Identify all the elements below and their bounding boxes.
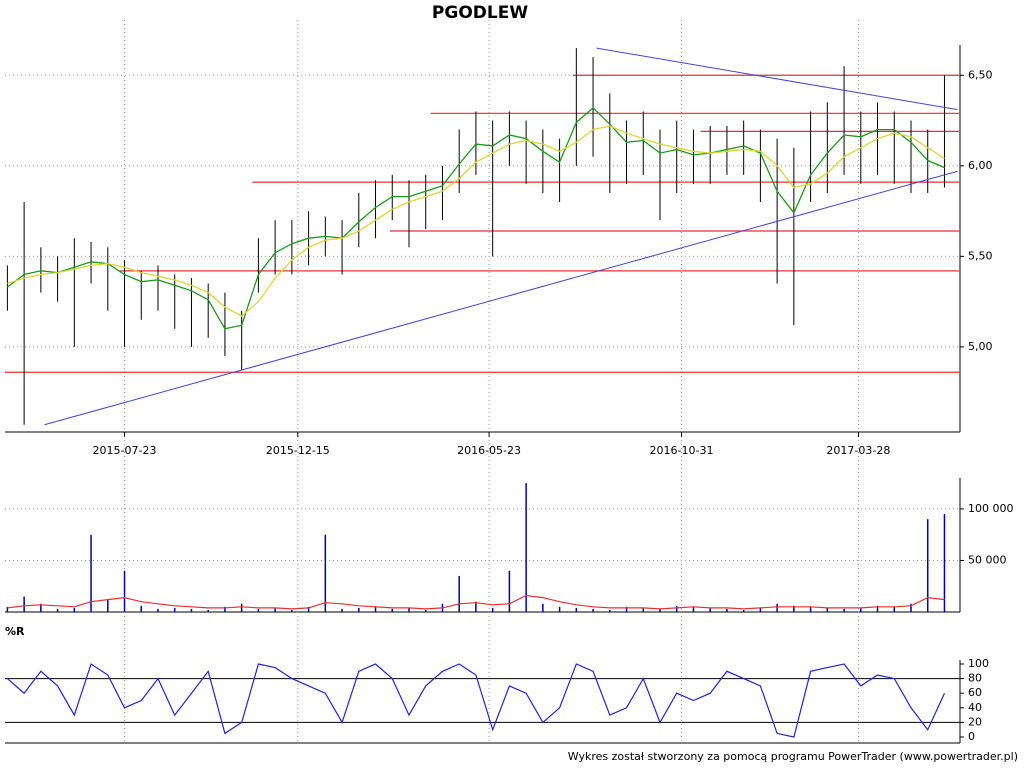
x-tick-label: 2015-12-15 [266, 444, 330, 457]
moving-average [7, 125, 945, 317]
y-tick-label: 60 [968, 686, 982, 699]
volume-average [7, 594, 945, 610]
y-tick-label: 100 [968, 657, 989, 670]
y-tick-label: 20 [968, 715, 982, 728]
trend-line [596, 47, 958, 111]
y-tick-label: 5,00 [968, 340, 993, 353]
x-tick-label: 2015-07-23 [93, 444, 157, 457]
chart-title: PGODLEW [432, 3, 528, 23]
y-tick-label: 80 [968, 672, 982, 685]
y-tick-label: 6,50 [968, 68, 993, 81]
y-tick-label: 0 [968, 730, 975, 743]
moving-average [7, 107, 945, 330]
williams-label: %R [5, 625, 25, 638]
y-tick-label: 6,00 [968, 159, 993, 172]
y-tick-label: 100 000 [968, 502, 1014, 515]
y-tick-label: 5,50 [968, 249, 993, 262]
x-tick-label: 2016-05-23 [457, 444, 521, 457]
williams-line [7, 663, 946, 738]
x-tick-label: 2017-03-28 [826, 444, 890, 457]
y-tick-label: 40 [968, 701, 982, 714]
x-tick-label: 2016-10-31 [650, 444, 714, 457]
footer: Wykres został stworzony za pomocą progra… [568, 750, 1018, 763]
y-tick-label: 50 000 [968, 553, 1007, 566]
trend-line [44, 170, 958, 426]
